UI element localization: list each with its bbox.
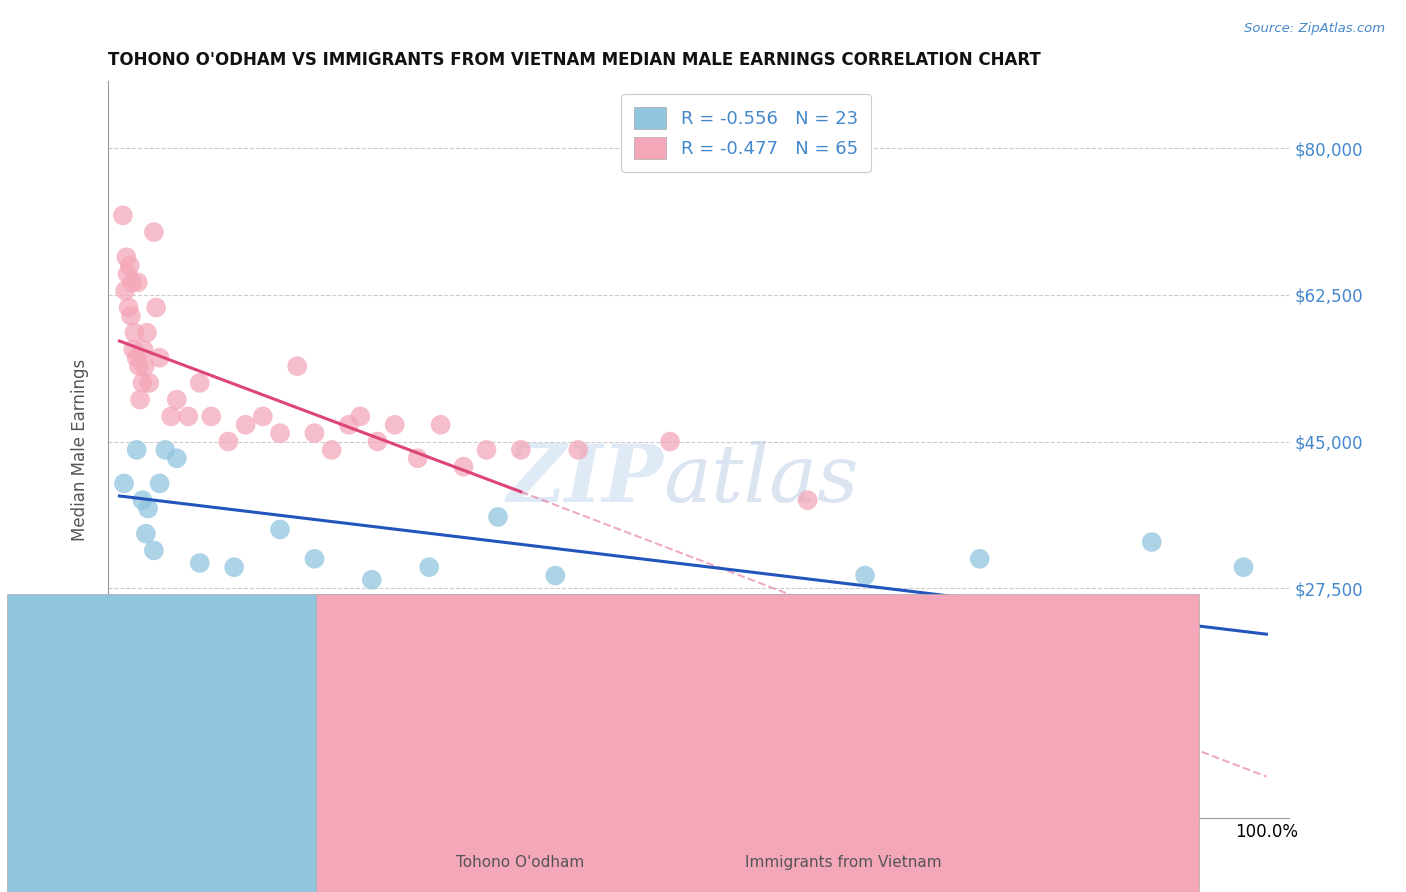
Point xyxy=(367,434,389,449)
Point xyxy=(166,451,188,466)
Point xyxy=(111,208,134,222)
Point xyxy=(125,442,148,457)
Point xyxy=(120,309,142,323)
Point xyxy=(200,409,222,424)
Point xyxy=(384,417,406,432)
Point xyxy=(129,392,152,407)
Point xyxy=(453,459,475,474)
Point xyxy=(188,556,211,570)
Point xyxy=(321,442,343,457)
Point xyxy=(142,543,165,558)
Point xyxy=(418,560,440,574)
Point xyxy=(177,409,200,424)
Point xyxy=(114,284,136,298)
FancyBboxPatch shape xyxy=(7,594,890,892)
Point xyxy=(1049,778,1071,792)
Point xyxy=(796,493,818,508)
Text: Tohono O'odham: Tohono O'odham xyxy=(456,855,585,870)
Point xyxy=(124,326,146,340)
Point xyxy=(969,551,991,566)
Point xyxy=(406,451,429,466)
Point xyxy=(125,351,148,365)
Point xyxy=(509,442,531,457)
Point xyxy=(127,276,149,290)
Point xyxy=(122,343,145,357)
Point xyxy=(112,476,135,491)
Point xyxy=(269,523,291,537)
Point xyxy=(149,351,172,365)
Point xyxy=(149,476,172,491)
Point xyxy=(138,376,160,390)
Text: ZIP: ZIP xyxy=(506,441,664,518)
Point xyxy=(969,602,991,616)
Point xyxy=(475,442,498,457)
Point xyxy=(117,301,139,315)
Point xyxy=(360,573,382,587)
FancyBboxPatch shape xyxy=(316,594,1199,892)
Point xyxy=(131,376,153,390)
Point xyxy=(252,409,274,424)
Point xyxy=(117,267,139,281)
Point xyxy=(337,417,360,432)
Point xyxy=(349,409,371,424)
Text: atlas: atlas xyxy=(664,441,859,518)
Point xyxy=(121,276,143,290)
Point xyxy=(136,501,159,516)
Point xyxy=(128,359,150,373)
Point xyxy=(304,426,326,441)
Point xyxy=(1232,560,1254,574)
Text: TOHONO O'ODHAM VS IMMIGRANTS FROM VIETNAM MEDIAN MALE EARNINGS CORRELATION CHART: TOHONO O'ODHAM VS IMMIGRANTS FROM VIETNA… xyxy=(108,51,1040,69)
Text: Source: ZipAtlas.com: Source: ZipAtlas.com xyxy=(1244,22,1385,36)
Legend: R = -0.556   N = 23, R = -0.477   N = 65: R = -0.556 N = 23, R = -0.477 N = 65 xyxy=(621,94,870,171)
Text: Immigrants from Vietnam: Immigrants from Vietnam xyxy=(745,855,942,870)
Point xyxy=(188,376,211,390)
Point xyxy=(224,560,246,574)
Point xyxy=(1140,535,1163,549)
Y-axis label: Median Male Earnings: Median Male Earnings xyxy=(72,359,89,541)
Point xyxy=(740,644,762,658)
Point xyxy=(155,442,177,457)
Point xyxy=(134,359,156,373)
Point xyxy=(217,434,239,449)
Point xyxy=(235,417,257,432)
Point xyxy=(136,326,159,340)
Point xyxy=(429,417,451,432)
Point xyxy=(166,392,188,407)
Point xyxy=(269,426,291,441)
Point xyxy=(659,434,682,449)
Point xyxy=(853,568,876,582)
Point xyxy=(285,359,308,373)
Point xyxy=(544,568,567,582)
Point xyxy=(486,509,509,524)
Point xyxy=(145,301,167,315)
Point xyxy=(115,250,138,264)
Point xyxy=(142,225,165,239)
Point xyxy=(567,442,589,457)
Point xyxy=(132,343,155,357)
Point xyxy=(160,409,183,424)
Point xyxy=(304,551,326,566)
Point xyxy=(118,259,141,273)
Point xyxy=(131,493,153,508)
Point xyxy=(135,526,157,541)
